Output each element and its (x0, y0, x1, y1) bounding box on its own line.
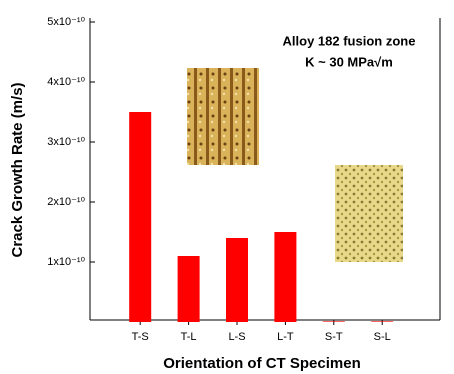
x-tick-label: T-S (132, 331, 149, 343)
bar (178, 256, 200, 322)
y-tick-label: 4x10⁻¹⁰ (47, 76, 85, 88)
x-tick-label: L-S (228, 331, 245, 343)
y-tick-label: 3x10⁻¹⁰ (47, 136, 85, 148)
bar (226, 238, 248, 322)
bar (129, 112, 151, 322)
annotation: Alloy 182 fusion zone (283, 33, 416, 48)
micrograph (187, 68, 259, 165)
micrograph (335, 165, 403, 262)
x-tick-label: S-T (325, 331, 343, 343)
chart: Alloy 182 fusion zone K ~ 30 MPa√m Orien… (0, 0, 454, 374)
x-axis-title: Orientation of CT Specimen (163, 355, 361, 372)
bar (371, 321, 393, 322)
y-tick-label: 2x10⁻¹⁰ (47, 196, 85, 208)
y-axis-title: Crack Growth Rate (m/s) (9, 82, 26, 257)
bar (323, 321, 345, 322)
y-tick-label: 1x10⁻¹⁰ (47, 256, 85, 268)
y-tick-label: 5x10⁻¹⁰ (47, 16, 85, 28)
x-tick-label: L-T (277, 331, 294, 343)
annotation: K ~ 30 MPa√m (305, 54, 393, 69)
x-tick-label: S-L (374, 331, 391, 343)
bar (274, 232, 296, 322)
x-tick-label: T-L (181, 331, 197, 343)
